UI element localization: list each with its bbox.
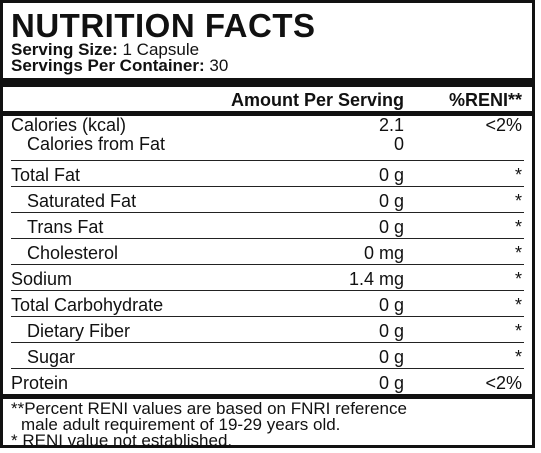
table-row: Saturated Fat 0 g * [11,187,524,212]
table-row: Sodium 1.4 mg * [11,265,524,290]
nutrient-name: Calories (kcal) [11,115,127,135]
nutrient-reni: * [514,269,522,289]
header-row: Amount Per Serving %RENI** [11,87,524,111]
nutrient-reni: * [514,191,522,211]
table-row: Sugar 0 g * [11,343,524,368]
serving-size-label: Serving Size: [11,40,118,59]
servings-per-container: Servings Per Container: 30 [11,56,524,75]
nutrient-amount: 2.1 [378,115,404,135]
footnote-not-established: * RENI value not established. [11,431,233,450]
thick-divider [3,78,532,87]
nutrient-reni: <2% [485,373,522,393]
nutrient-amount: 0 g [378,191,404,211]
reni-header: %RENI** [448,90,522,110]
nutrient-amount: 0 g [378,295,404,315]
nutrient-name: Dietary Fiber [27,321,131,341]
nutrient-reni: * [514,347,522,367]
nutrient-amount: 0 g [378,347,404,367]
table-row: Cholesterol 0 mg * [11,239,524,264]
servings-label: Servings Per Container: [11,56,205,75]
table-row: Total Fat 0 g * [11,161,524,186]
medium-divider [3,111,532,116]
nutrient-name: Protein [11,373,69,393]
nutrient-reni: * [514,217,522,237]
nutrient-reni: * [514,321,522,341]
nutrient-name: Calories from Fat [27,134,166,154]
nutrient-name: Cholesterol [27,243,119,263]
serving-size-value: 1 Capsule [122,40,200,59]
nutrient-reni [404,135,524,154]
nutrient-amount: 0 g [378,165,404,185]
nutrient-amount: 0 g [378,321,404,341]
footnote-reni-basis-cont: male adult requirement of 19-29 years ol… [21,415,341,434]
nutrient-amount: 1.4 mg [348,269,404,289]
nutrient-reni: <2% [485,115,522,135]
nutrient-name: Trans Fat [27,217,104,237]
nutrient-reni: * [514,165,522,185]
table-row: Total Carbohydrate 0 g * [11,291,524,316]
servings-value: 30 [209,56,229,75]
nutrient-amount: 0 [393,134,404,154]
nutrient-amount: 0 g [378,373,404,393]
nutrient-name: Saturated Fat [27,191,137,211]
table-row: Dietary Fiber 0 g * [11,317,524,342]
footnote-reni-basis: **Percent RENI values are based on FNRI … [11,399,407,418]
calories-row: Calories (kcal) 2.1 <2% Calories from Fa… [11,116,524,160]
nutrient-amount: 0 mg [363,243,404,263]
nutrient-name: Total Fat [11,165,81,185]
amount-header: Amount Per Serving [230,90,404,110]
nutrient-name: Sugar [27,347,76,367]
nutrient-name: Total Carbohydrate [11,295,164,315]
footnotes: **Percent RENI values are based on FNRI … [11,399,524,449]
table-row: Trans Fat 0 g * [11,213,524,238]
label-title: NUTRITION FACTS [11,7,316,44]
nutrient-reni: * [514,243,522,263]
nutrient-name: Sodium [11,269,73,289]
table-row: Protein 0 g <2% [11,369,524,394]
nutrient-amount: 0 g [378,217,404,237]
serving-size: Serving Size: 1 Capsule [11,40,524,59]
nutrient-reni: * [514,295,522,315]
medium-divider [3,394,532,399]
